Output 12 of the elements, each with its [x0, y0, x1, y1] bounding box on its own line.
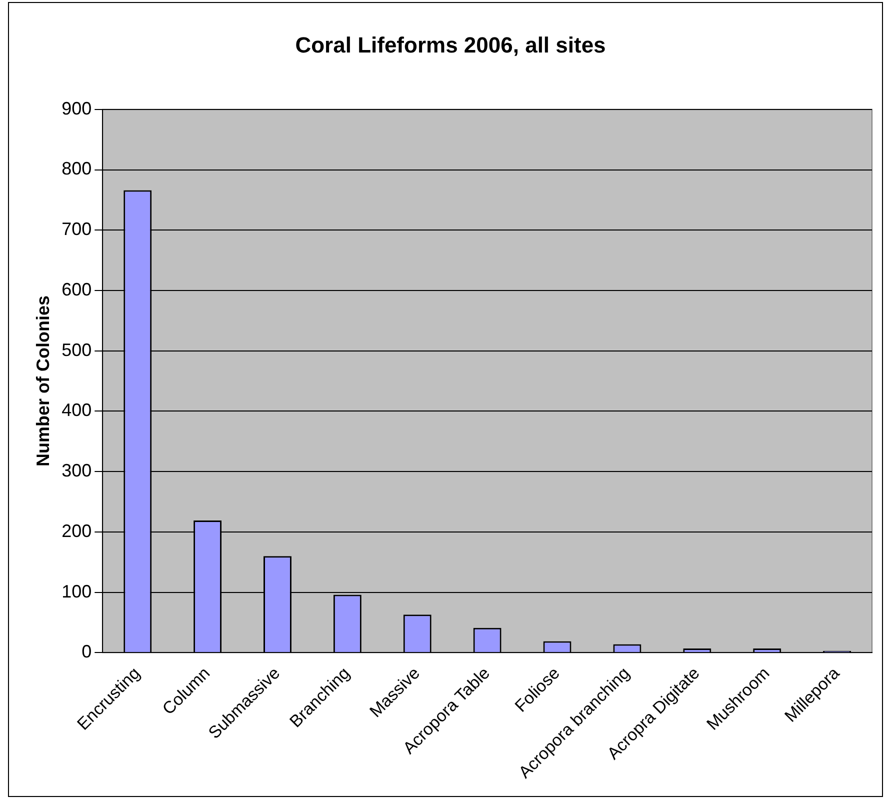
y-tick-label: 700	[62, 219, 92, 240]
y-tick-label: 500	[62, 340, 92, 360]
y-tick-label: 800	[62, 158, 92, 179]
y-tick-label: 300	[62, 460, 92, 481]
y-tick-label: 100	[62, 581, 92, 602]
y-tick-label: 900	[62, 98, 92, 118]
y-tick-label: 600	[62, 279, 92, 300]
y-axis-title: Number of Colonies	[32, 296, 53, 467]
chart-title: Coral Lifeforms 2006, all sites	[295, 32, 606, 58]
y-tick-label: 200	[62, 520, 92, 541]
y-tick-label: 0	[82, 642, 92, 662]
y-tick-label: 400	[62, 400, 92, 420]
